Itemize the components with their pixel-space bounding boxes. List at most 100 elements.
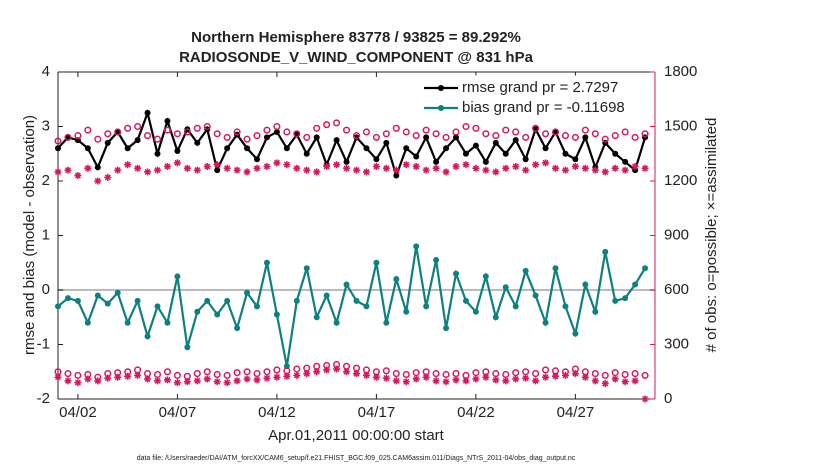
chart-title: RADIOSONDE_V_WIND_COMPONENT @ 831 hPa (179, 49, 534, 66)
obs-possible (273, 122, 281, 131)
y-tick-label: 0 (42, 281, 50, 298)
data-point (144, 333, 151, 340)
data-point (572, 156, 579, 163)
obs-possible (522, 368, 530, 376)
obs-possible (532, 124, 540, 132)
data-point (413, 153, 420, 160)
obs-possible (104, 130, 112, 138)
data-point (572, 330, 579, 337)
obs-possible (84, 126, 92, 134)
obs-assimilated (233, 377, 241, 385)
data-point (443, 325, 450, 332)
data-point (552, 265, 559, 272)
obs-assimilated (452, 376, 460, 384)
obs-possible (621, 370, 629, 379)
obs-assimilated (382, 374, 390, 382)
data-point (542, 319, 549, 326)
data-point (393, 276, 400, 283)
obs-possible (343, 126, 351, 134)
x-tick-label: 04/17 (358, 404, 396, 421)
data-point (383, 319, 390, 326)
data-point (403, 308, 410, 315)
obs-possible (243, 135, 251, 143)
obs-possible (64, 133, 72, 141)
data-point (522, 267, 529, 274)
obs-assimilated (64, 377, 72, 385)
data-point (94, 292, 101, 299)
obs-assimilated (243, 168, 251, 176)
data-point (433, 158, 440, 165)
obs-possible (561, 132, 570, 140)
footnote: data file: /Users/raeder/DAI/ATM_forcXX/… (137, 455, 576, 462)
data-point (124, 319, 131, 326)
data-point (204, 297, 211, 304)
obs-assimilated (54, 373, 62, 381)
obs-assimilated (203, 162, 211, 170)
y2-tick-label: 1200 (664, 172, 697, 189)
obs-possible (253, 370, 261, 378)
data-point (423, 134, 430, 141)
obs-assimilated (134, 371, 142, 379)
data-point (64, 295, 71, 302)
obs-assimilated (54, 168, 62, 176)
obs-assimilated (163, 162, 171, 170)
obs-assimilated (173, 159, 181, 167)
obs-assimilated (641, 164, 649, 172)
obs-possible (442, 133, 450, 141)
obs-possible (323, 121, 331, 129)
obs-assimilated (124, 161, 132, 169)
data-point (303, 265, 310, 272)
data-point (214, 167, 221, 174)
obs-possible (223, 133, 231, 141)
obs-assimilated (203, 375, 211, 383)
obs-assimilated (293, 371, 301, 379)
data-point (214, 311, 221, 318)
y2-tick-label: 600 (664, 281, 689, 298)
y-tick-label: 3 (42, 117, 50, 134)
obs-possible (571, 133, 579, 141)
obs-possible (144, 132, 152, 140)
obs-assimilated (213, 378, 221, 386)
data-point (184, 344, 191, 351)
obs-assimilated (263, 374, 271, 382)
obs-possible (432, 130, 440, 138)
data-point (393, 172, 400, 179)
data-point (492, 139, 499, 146)
x-axis-label: Apr.01,2011 00:00:00 start (268, 427, 445, 444)
obs-possible (223, 371, 231, 379)
chart-title: Northern Hemisphere 83778 / 93825 = 89.2… (191, 29, 521, 46)
obs-possible (502, 126, 510, 134)
obs-assimilated (144, 375, 152, 383)
data-point (164, 118, 171, 125)
obs-possible (412, 132, 420, 140)
obs-possible (402, 128, 410, 136)
y-axis-label: rmse and bias (model - observation) (21, 115, 38, 355)
legend-label: rmse grand pr = 2.7297 (462, 79, 618, 96)
data-point (134, 297, 141, 304)
obs-assimilated (552, 164, 559, 172)
data-point (194, 308, 201, 315)
data-point (472, 142, 479, 149)
obs-possible (273, 366, 281, 374)
data-point (164, 319, 171, 326)
data-point (353, 134, 360, 141)
obs-assimilated (283, 372, 291, 380)
y-tick-label: -1 (37, 335, 50, 352)
data-point (174, 148, 181, 155)
obs-possible (402, 370, 410, 379)
data-point (423, 303, 430, 310)
obs-assimilated (163, 376, 171, 384)
series-line (57, 246, 646, 367)
obs-possible (213, 370, 221, 379)
data-point (84, 319, 91, 326)
obs-assimilated (462, 161, 470, 169)
data-point (632, 281, 639, 288)
series-line (57, 109, 647, 180)
y2-tick-label: 1800 (664, 63, 697, 80)
data-point (224, 145, 231, 152)
obs-assimilated (64, 166, 72, 174)
data-point (244, 145, 251, 152)
data-point (582, 281, 589, 288)
obs-possible (263, 368, 271, 376)
data-point (453, 270, 459, 277)
